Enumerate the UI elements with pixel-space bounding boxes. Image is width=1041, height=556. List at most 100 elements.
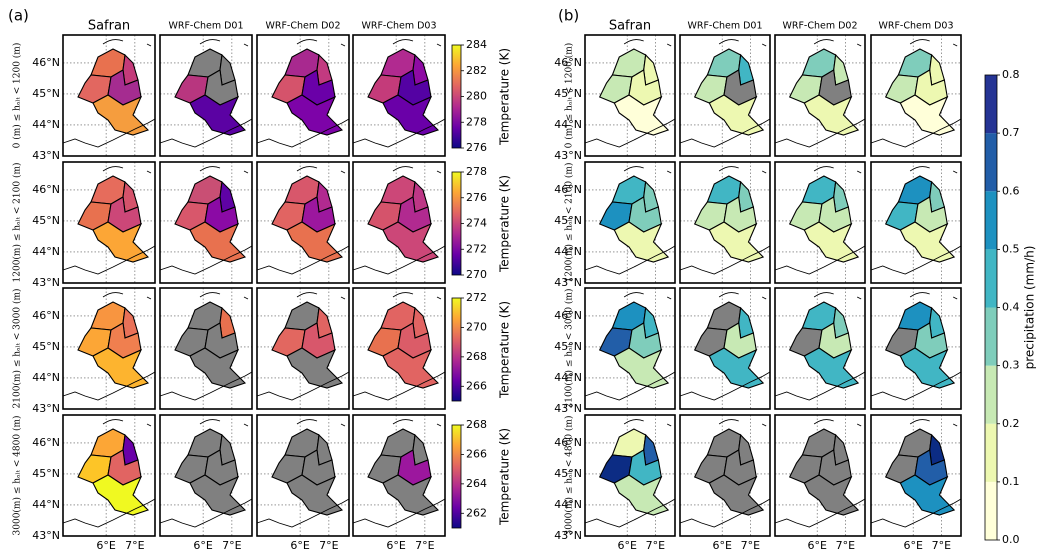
massif-region	[899, 221, 956, 263]
row-label: 3000(m) ≤ hₐₗₜ < 4800 (m)	[12, 416, 23, 536]
coastline	[584, 118, 676, 148]
lon-tick-label: 6°E	[807, 539, 826, 552]
map	[352, 34, 446, 157]
map	[256, 287, 350, 410]
map-frame	[679, 414, 771, 537]
colorbar-tick-label: 262	[466, 506, 487, 519]
colorbar-label: Temperature (K)	[498, 301, 512, 399]
coastline	[256, 118, 350, 148]
lat-tick-label: 46°N	[32, 436, 60, 449]
lake	[856, 170, 862, 174]
map-frame	[774, 34, 866, 157]
map-frame	[584, 34, 676, 157]
lake	[436, 43, 442, 47]
lake	[199, 166, 221, 172]
lake	[146, 43, 152, 47]
lat-tick-label: 46°N	[554, 56, 582, 69]
lake	[623, 166, 644, 172]
colorbar-tick-label: 266	[466, 379, 487, 392]
lon-tick-label: 6°E	[712, 539, 731, 552]
map-frame	[870, 34, 962, 157]
colorbar-level	[985, 191, 997, 250]
map-frame	[584, 414, 676, 537]
massif-region	[92, 474, 150, 516]
colorbar-tick-label: 266	[466, 447, 487, 460]
column-title: WRF-Chem D01	[168, 21, 243, 32]
lat-tick-label: 43°N	[32, 276, 60, 289]
lake	[666, 296, 672, 300]
lake	[102, 166, 124, 172]
massif-region	[189, 474, 247, 516]
map	[679, 34, 771, 157]
lake	[952, 43, 958, 47]
lake	[199, 39, 221, 45]
lat-tick-label: 45°N	[32, 467, 60, 480]
lake	[666, 423, 672, 427]
coastline	[62, 371, 156, 401]
colorbar-level	[985, 307, 997, 366]
map-frame	[584, 287, 676, 410]
map	[870, 161, 962, 284]
massif-region	[92, 94, 150, 136]
colorbar-tick-label: 268	[466, 418, 487, 431]
massif-region	[613, 347, 670, 389]
lake	[436, 423, 442, 427]
map-frame	[352, 414, 446, 537]
map-frame	[352, 287, 446, 410]
map	[256, 161, 350, 284]
map	[679, 161, 771, 284]
row-label: 1200(m) ≤ hₐₗₜ < 2100 (m)	[12, 163, 23, 283]
map-frame	[62, 287, 156, 410]
lake	[146, 296, 152, 300]
coastline	[159, 498, 253, 528]
colorbar-tick-label: 278	[466, 115, 487, 128]
row-label: 0 (m) ≤ hₐₗₜ < 1200 (m)	[12, 43, 23, 149]
massif-region	[382, 347, 440, 389]
coastline	[870, 371, 962, 401]
lat-tick-label: 44°N	[554, 245, 582, 258]
lake	[718, 419, 739, 425]
massif-region	[286, 347, 344, 389]
map	[679, 414, 771, 537]
massif-region	[803, 474, 860, 516]
lon-tick-label: 7°E	[932, 539, 951, 552]
map-frame	[62, 34, 156, 157]
lake	[856, 296, 862, 300]
map-frame	[62, 161, 156, 284]
lake	[243, 43, 249, 47]
lake	[436, 170, 442, 174]
lat-tick-label: 46°N	[32, 309, 60, 322]
lat-tick-label: 45°N	[554, 214, 582, 227]
map	[352, 287, 446, 410]
map-frame	[679, 34, 771, 157]
map	[774, 161, 866, 284]
colorbar-level	[985, 249, 997, 308]
lake	[666, 170, 672, 174]
colorbar-level	[985, 481, 997, 540]
massif-region	[286, 221, 344, 263]
lake	[666, 43, 672, 47]
lake	[952, 296, 958, 300]
coastline	[870, 118, 962, 148]
coastline	[679, 371, 771, 401]
map-frame	[870, 161, 962, 284]
massif-region	[286, 474, 344, 516]
lon-tick-label: 7°E	[125, 539, 144, 552]
coastline	[159, 371, 253, 401]
massif-region	[286, 94, 344, 136]
coastline	[62, 498, 156, 528]
lat-tick-label: 44°N	[32, 498, 60, 511]
massif-region	[899, 94, 956, 136]
lake	[718, 166, 739, 172]
map	[62, 287, 156, 410]
map-frame	[870, 287, 962, 410]
massif-region	[708, 94, 765, 136]
massif-region	[708, 347, 765, 389]
lat-tick-label: 43°N	[554, 276, 582, 289]
map	[159, 161, 253, 284]
lake	[856, 423, 862, 427]
colorbar	[451, 44, 462, 149]
map-frame	[256, 34, 350, 157]
lat-tick-label: 45°N	[32, 214, 60, 227]
